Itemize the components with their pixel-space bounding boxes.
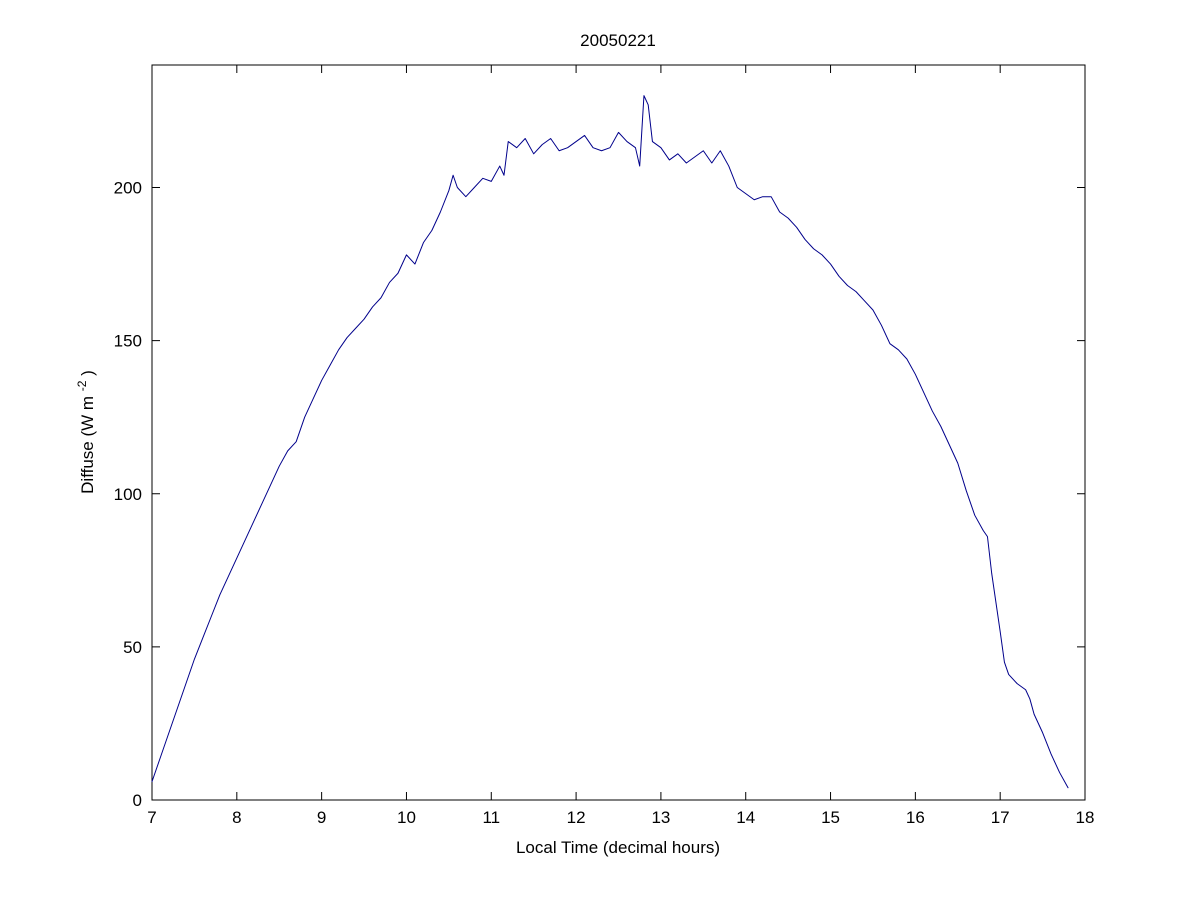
- axes-box: [151, 64, 1086, 801]
- plot-layer: 7 8 9 10 11 12 13 14 15 16 17 18 0 50 100 150 200: [114, 64, 1095, 827]
- y-tick-label: 100: [114, 485, 142, 504]
- x-tick-label: 15: [821, 808, 840, 827]
- y-axis-label-prefix: Diffuse (W m: [78, 396, 97, 494]
- x-tick-label: 13: [651, 808, 670, 827]
- x-tick-label: 7: [147, 808, 156, 827]
- x-tick-label: 10: [397, 808, 416, 827]
- y-tick-label: 150: [114, 332, 142, 351]
- y-axis-label: Diffuse (W m -2 ): [71, 370, 97, 494]
- y-tick-label: 200: [114, 179, 142, 198]
- chart-title: 20050221: [580, 31, 656, 50]
- x-tick-label: 16: [906, 808, 925, 827]
- x-tick-label: 14: [736, 808, 755, 827]
- x-axis-label: Local Time (decimal hours): [516, 838, 720, 857]
- x-tick-label: 18: [1076, 808, 1095, 827]
- x-tick-label: 9: [317, 808, 326, 827]
- x-tick-label: 17: [991, 808, 1010, 827]
- x-tick-label: 12: [567, 808, 586, 827]
- y-axis-label-superscript: -2: [75, 380, 89, 391]
- x-tick-label: 8: [232, 808, 241, 827]
- data-series-line: [151, 95, 1069, 789]
- y-tick-label: 0: [133, 791, 142, 810]
- y-axis-label-suffix: ): [78, 370, 97, 376]
- x-tick-label: 11: [482, 808, 500, 827]
- y-tick-label: 50: [123, 638, 142, 657]
